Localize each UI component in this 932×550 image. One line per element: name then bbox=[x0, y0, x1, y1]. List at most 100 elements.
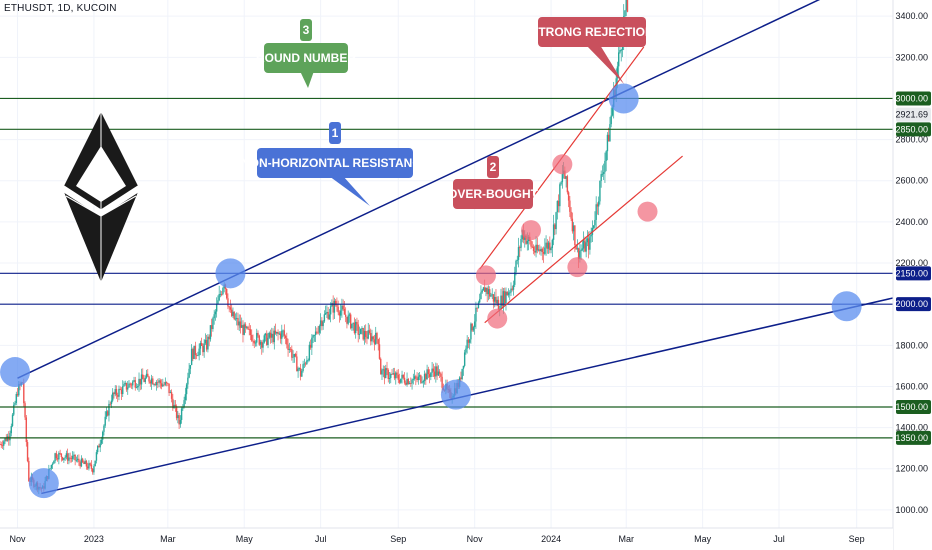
candle-body bbox=[360, 328, 362, 334]
candle-body bbox=[567, 192, 570, 201]
candle-body bbox=[25, 417, 28, 443]
candle-body bbox=[153, 384, 155, 385]
candle-body bbox=[542, 252, 545, 254]
candle-body bbox=[478, 299, 481, 303]
candle-body bbox=[234, 318, 237, 320]
candle-body bbox=[56, 458, 59, 460]
candle-body bbox=[306, 360, 308, 365]
candle-body bbox=[113, 392, 115, 395]
candle-body bbox=[367, 330, 369, 339]
candle-body bbox=[183, 400, 185, 407]
candle-body bbox=[172, 398, 174, 409]
price-tick-label: 2600.00 bbox=[895, 176, 928, 186]
candle-body bbox=[415, 376, 417, 379]
price-tag-label: 3000.00 bbox=[895, 93, 928, 103]
candle-body bbox=[0, 444, 1, 445]
candle-body bbox=[10, 426, 12, 434]
candle-body bbox=[200, 342, 203, 346]
candle-body bbox=[4, 437, 6, 442]
candle-body bbox=[157, 382, 159, 383]
candle-body bbox=[473, 321, 476, 328]
candle-body bbox=[115, 389, 118, 396]
candle-body bbox=[100, 439, 103, 444]
candle-body bbox=[590, 234, 592, 237]
candle-body bbox=[95, 452, 98, 461]
candle-body bbox=[486, 288, 488, 295]
candle-body bbox=[251, 334, 253, 341]
candle-body bbox=[438, 371, 441, 374]
candle-body bbox=[390, 374, 392, 378]
candle-body bbox=[396, 372, 398, 375]
candle-body bbox=[420, 375, 422, 383]
candle-body bbox=[205, 339, 208, 350]
time-tick-label: 2024 bbox=[541, 534, 561, 544]
candle-body bbox=[163, 384, 165, 386]
candle-body bbox=[215, 304, 218, 312]
candle-body bbox=[51, 463, 54, 465]
candle-body bbox=[247, 326, 249, 330]
callout-text: ROUND NUMBER bbox=[256, 51, 356, 65]
candle-body bbox=[408, 383, 411, 385]
candle-body bbox=[279, 333, 282, 339]
candle-body bbox=[418, 375, 421, 377]
candle-body bbox=[220, 294, 223, 295]
candle-body bbox=[433, 371, 436, 377]
candle-body bbox=[257, 332, 259, 336]
candle-body bbox=[333, 300, 336, 313]
candle-body bbox=[386, 368, 388, 371]
candle-body bbox=[145, 373, 148, 378]
candle-body bbox=[410, 383, 412, 384]
candle-body bbox=[381, 370, 383, 375]
candle-body bbox=[619, 50, 621, 53]
candle-body bbox=[193, 345, 195, 359]
candle-body bbox=[551, 239, 554, 249]
candle-body bbox=[380, 358, 382, 375]
candle-body bbox=[303, 363, 306, 365]
candle-body bbox=[581, 248, 584, 250]
candle-body bbox=[316, 331, 318, 333]
candle-body bbox=[256, 332, 258, 343]
candle-body bbox=[505, 291, 507, 304]
candle-body bbox=[217, 300, 219, 305]
candle-body bbox=[534, 251, 536, 253]
price-tag-label: 1500.00 bbox=[895, 402, 928, 412]
candle-body bbox=[273, 330, 275, 343]
candle-body bbox=[143, 379, 145, 382]
candle-body bbox=[84, 460, 86, 464]
candle-body bbox=[85, 460, 88, 467]
candle-body bbox=[362, 327, 364, 340]
candle-body bbox=[218, 294, 220, 301]
candle-body bbox=[243, 324, 245, 335]
candle-body bbox=[78, 458, 80, 463]
candle-body bbox=[427, 369, 430, 375]
price-tag-label: 1350.00 bbox=[895, 433, 928, 443]
candle-body bbox=[123, 384, 125, 387]
candle-body bbox=[59, 453, 61, 454]
candle-body bbox=[99, 443, 101, 448]
time-tick-label: Jul bbox=[315, 534, 327, 544]
candle-body bbox=[532, 246, 535, 252]
time-tick-label: May bbox=[694, 534, 712, 544]
candle-body bbox=[357, 324, 359, 335]
candle-body bbox=[91, 468, 94, 473]
candle-body bbox=[485, 288, 487, 292]
candle-body bbox=[71, 455, 74, 459]
candle-body bbox=[600, 174, 602, 181]
candle-body bbox=[370, 333, 372, 342]
candle-body bbox=[587, 238, 590, 250]
candle-body bbox=[266, 333, 268, 345]
candle-body bbox=[15, 393, 17, 403]
candle-body bbox=[413, 376, 416, 379]
callout-number: 1 bbox=[332, 126, 339, 140]
ethereum-logo-icon bbox=[63, 112, 139, 282]
candle-body bbox=[348, 314, 351, 316]
candle-body bbox=[184, 394, 187, 401]
candle-body bbox=[395, 372, 397, 379]
time-tick-label: Nov bbox=[467, 534, 484, 544]
candle-body bbox=[104, 416, 106, 426]
candle-body bbox=[187, 377, 189, 385]
callout-pointer bbox=[329, 176, 370, 206]
candle-body bbox=[6, 436, 9, 441]
